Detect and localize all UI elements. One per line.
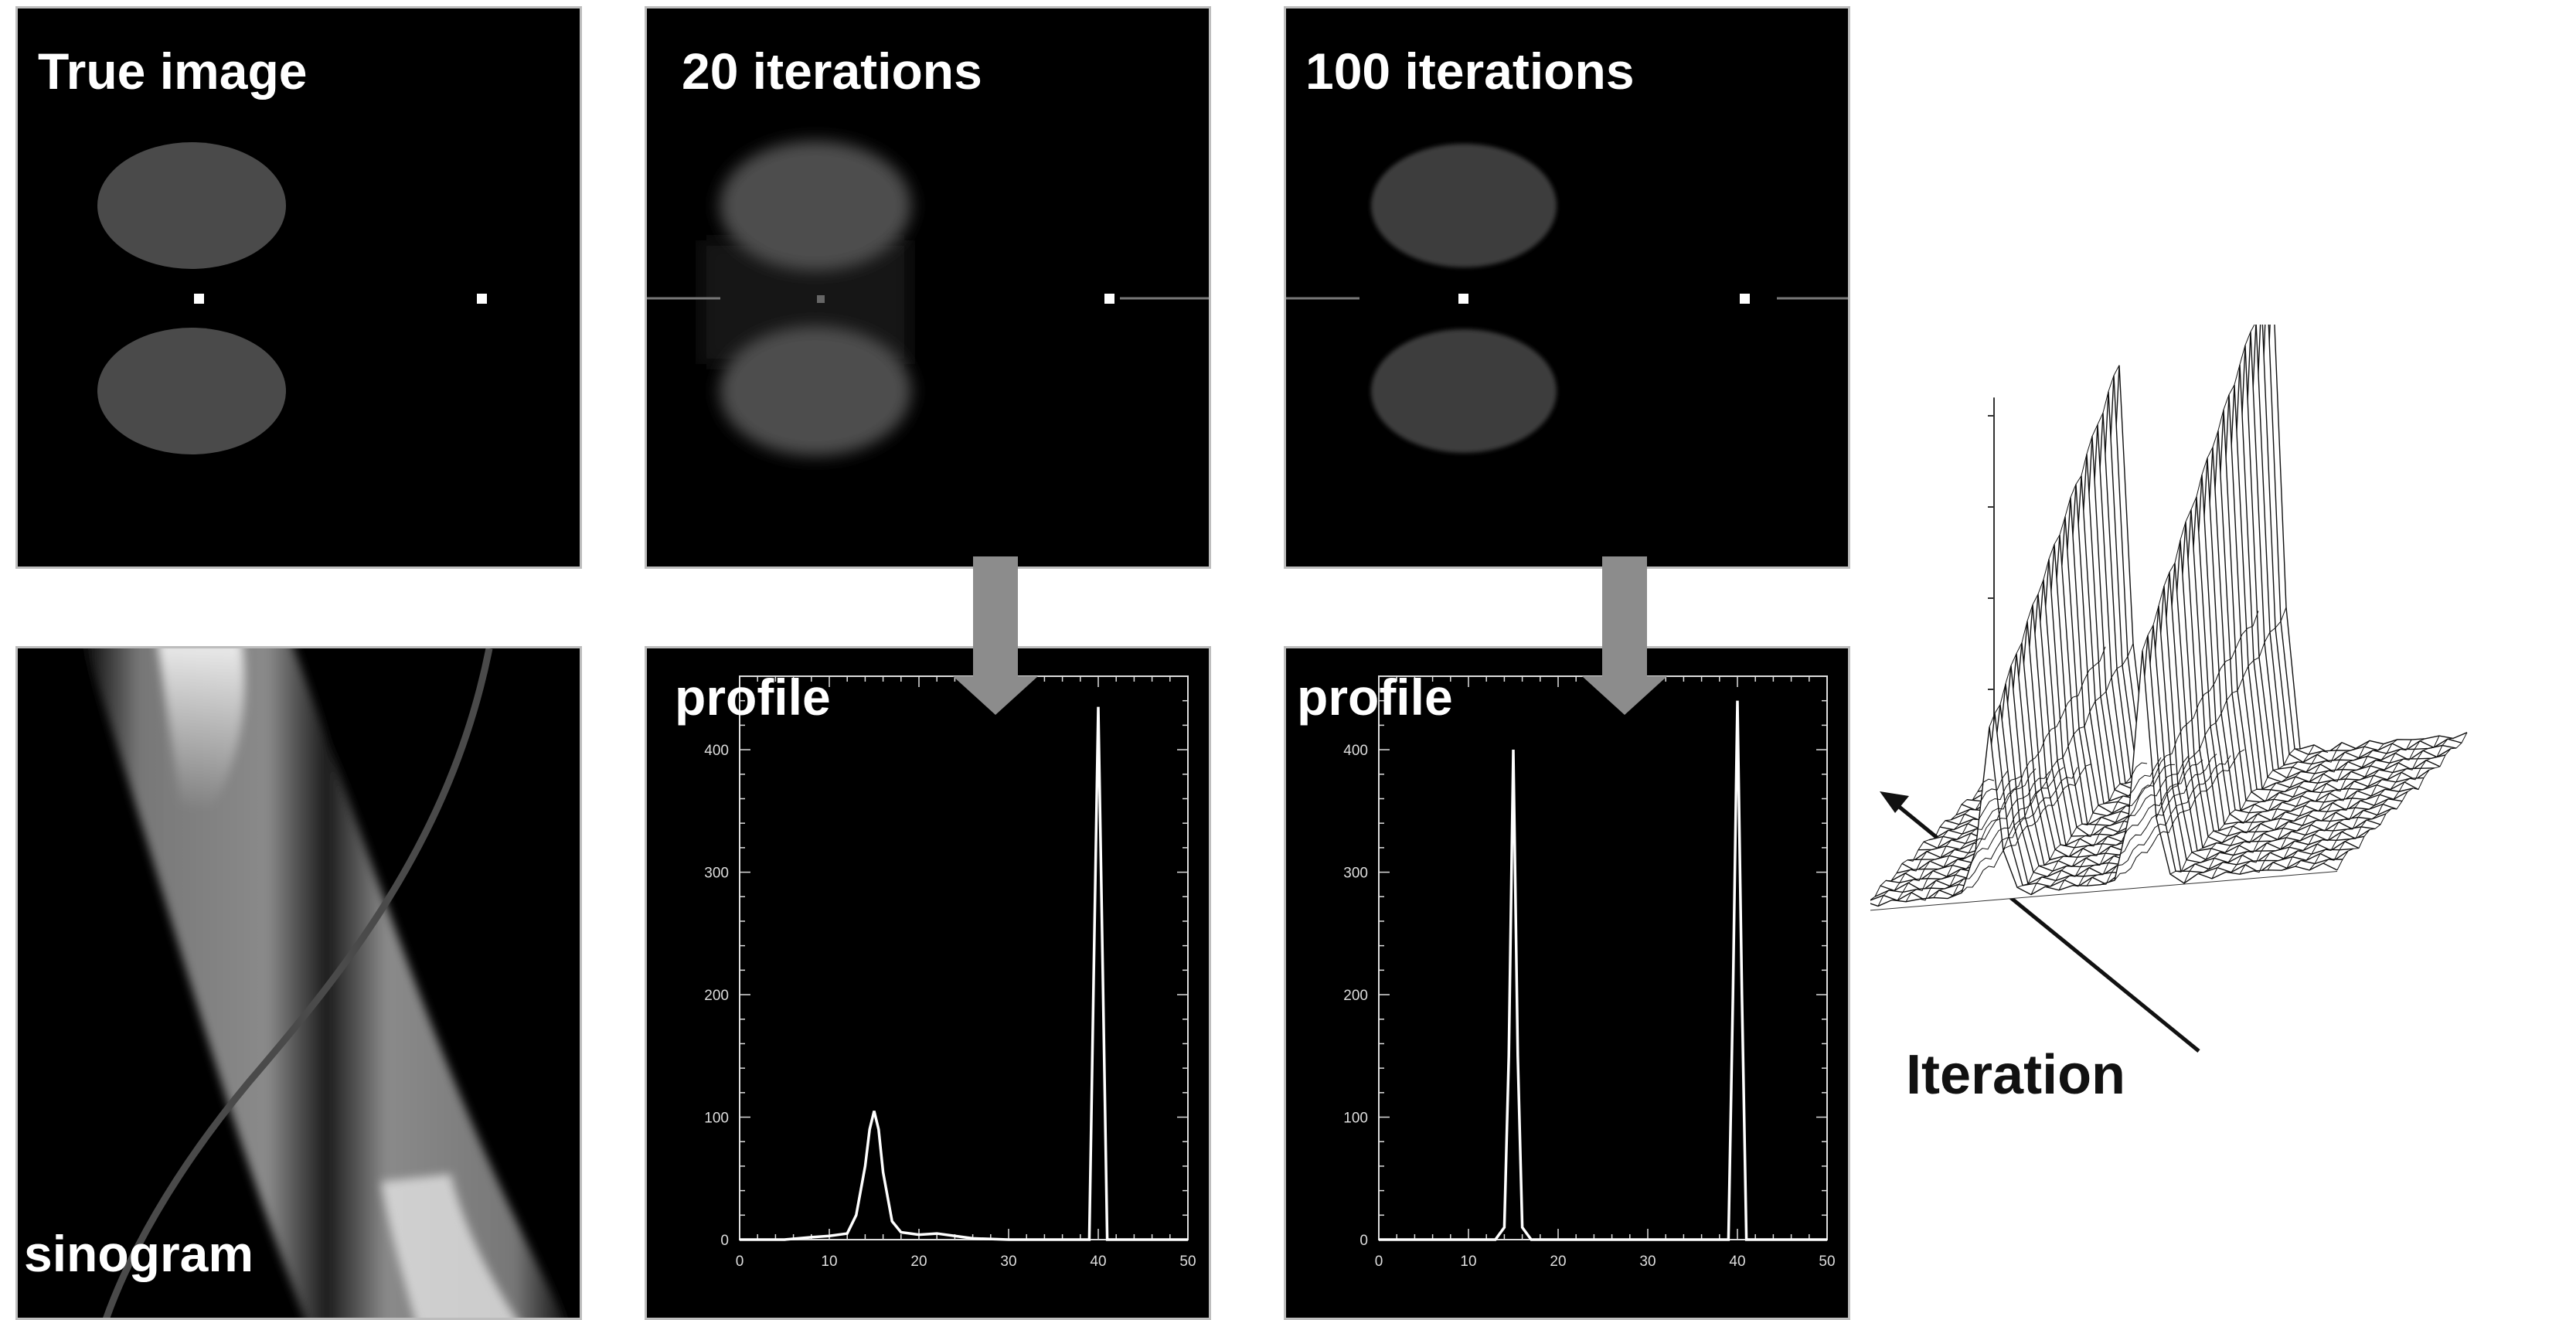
point-source-right: [477, 294, 487, 304]
x-tick-label: 40: [1090, 1254, 1106, 1270]
y-tick-label: 200: [1343, 988, 1368, 1004]
surface-column-line: [2072, 759, 2203, 887]
recon-ellipse-top: [1371, 144, 1557, 267]
surface-column-line: [2044, 764, 2176, 887]
x-tick-label: 40: [1729, 1254, 1745, 1270]
sinogram-canvas: [84, 648, 565, 1318]
y-tick-label: 0: [720, 1233, 729, 1249]
surface-column-line: [2211, 742, 2343, 879]
surface-column-line: [1975, 646, 2106, 851]
y-tick-label: 100: [1343, 1111, 1368, 1127]
y-tick-label: 0: [1359, 1233, 1368, 1249]
surface-column-line: [2225, 747, 2357, 873]
surface-column-line: [2309, 735, 2440, 871]
profile-line: [740, 706, 1188, 1241]
object-ellipse-bottom: [97, 328, 286, 454]
surface-column-line: [2295, 738, 2426, 867]
x-tick-label: 20: [1550, 1254, 1566, 1270]
profile100-title: profile: [1297, 669, 1453, 726]
surface-column-line: [1947, 767, 2078, 900]
x-tick-label: 0: [736, 1254, 744, 1270]
y-tick-label: 400: [704, 743, 729, 759]
surface-fill: [1870, 650, 2337, 910]
surface-column-line: [2003, 643, 2134, 851]
y-tick-label: 100: [704, 1111, 729, 1127]
iteration-axis-label: Iteration: [1906, 1044, 2126, 1106]
true-image-canvas: [97, 142, 487, 454]
x-tick-label: 20: [910, 1254, 927, 1270]
x-tick-label: 50: [1179, 1254, 1196, 1270]
sinogram-title: sinogram: [24, 1225, 254, 1282]
bright-crossing-top: [158, 648, 245, 811]
profile20-chart: 0 10 20 30 40 50 0 100 200 300 400: [704, 675, 1196, 1270]
profile-line: [1379, 700, 1827, 1241]
plot-frame: [739, 675, 1189, 1240]
y-tick-label: 300: [704, 866, 729, 882]
point-trace-sine: [103, 648, 493, 1318]
surface-column-line: [1870, 778, 1995, 901]
iter100-canvas: [1286, 144, 1848, 453]
surface-column-line: [2058, 755, 2190, 890]
x-tick-label: 10: [821, 1254, 837, 1270]
recon-ellipse-top: [720, 141, 911, 270]
x-tick-label: 0: [1375, 1254, 1383, 1270]
surface-column-line: [2114, 749, 2245, 881]
iter100-panel: 100 iterations: [1284, 6, 1850, 569]
y-tick-label: 200: [704, 988, 729, 1004]
surface-column-line: [2030, 757, 2162, 895]
point-center: [1458, 294, 1468, 304]
surface-column-line: [2322, 737, 2454, 864]
point-right: [1740, 294, 1750, 304]
surface-column-line: [2239, 740, 2370, 875]
surface-column-line: [2086, 754, 2217, 886]
surface-column-line: [1877, 770, 2009, 907]
surface-plot: [1870, 325, 2468, 911]
surface-column-line: [2100, 755, 2231, 886]
surface-column-line: [2197, 750, 2329, 874]
bright-crossing-bottom: [381, 1174, 516, 1318]
iter20-title: 20 iterations: [682, 43, 982, 100]
point-center-blurred: [817, 295, 825, 303]
surface-column-line: [2128, 611, 2259, 818]
surface-column-line: [1891, 775, 2023, 901]
iter20-panel: 20 iterations: [645, 6, 1211, 569]
surface-column-line: [2142, 325, 2255, 651]
surface-column-line: [2253, 743, 2384, 873]
true-image-title: True image: [38, 43, 308, 100]
iter20-canvas: [647, 141, 1209, 456]
plot-frame: [1378, 675, 1828, 1240]
sinogram-panel: sinogram: [15, 646, 582, 1320]
x-tick-label: 50: [1819, 1254, 1835, 1270]
surface-column-line: [2267, 739, 2398, 871]
recon-ellipse-bottom: [720, 326, 911, 456]
point-source-center: [194, 294, 204, 304]
profile20-title: profile: [675, 669, 831, 726]
surface-column-line: [1905, 768, 2037, 902]
object-ellipse-top: [97, 142, 286, 269]
y-tick-label: 400: [1343, 743, 1368, 759]
point-right: [1104, 294, 1114, 304]
true-image-panel: True image: [15, 6, 582, 569]
iter100-title: 100 iterations: [1305, 43, 1635, 100]
x-tick-label: 30: [1000, 1254, 1016, 1270]
surface-column-line: [1919, 771, 2050, 901]
surface-column-line: [2169, 748, 2301, 875]
surface-column-line: [2336, 732, 2468, 871]
surface-column-line: [2016, 762, 2148, 888]
profile20-panel: 0 10 20 30 40 50 0 100 200 300 400 profile: [645, 646, 1211, 1320]
profile100-panel: 0 10 20 30 40 50 0 100 200 300 400 profile: [1284, 646, 1850, 1320]
x-tick-label: 30: [1639, 1254, 1656, 1270]
profile100-chart: 0 10 20 30 40 50 0 100 200 300 400: [1343, 675, 1836, 1270]
sinogram-band: [84, 648, 565, 1318]
surface-column-line: [2281, 739, 2412, 871]
x-tick-label: 10: [1460, 1254, 1476, 1270]
recon-ellipse-bottom: [1371, 329, 1557, 453]
surface-column-line: [2156, 607, 2287, 818]
y-tick-label: 300: [1343, 866, 1368, 882]
surface-column-line: [1989, 365, 2120, 727]
surface-column-line: [2183, 744, 2315, 884]
surface-column-line: [1961, 764, 2092, 893]
